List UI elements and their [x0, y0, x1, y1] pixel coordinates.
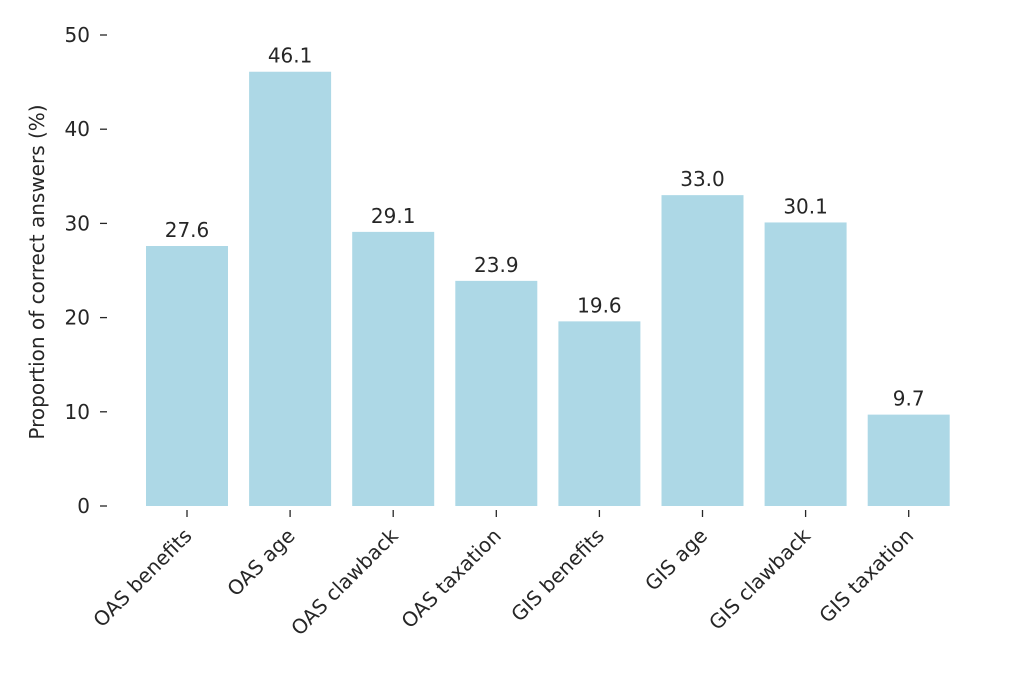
bar-value-label: 30.1 — [783, 194, 828, 218]
y-tick-label: 50 — [65, 23, 90, 47]
x-tick-label: OAS age — [222, 524, 299, 601]
value-labels: 27.6 46.1 29.1 23.9 19.6 33.0 30.1 9.7 — [165, 44, 925, 411]
bar — [455, 280, 538, 506]
x-tick-label: OAS taxation — [396, 524, 505, 633]
x-tick-label: GIS benefits — [506, 524, 609, 627]
y-tick-label: 20 — [65, 306, 90, 330]
y-tick-label: 40 — [65, 117, 90, 141]
bar — [249, 71, 332, 506]
y-tick-label: 0 — [77, 494, 90, 518]
bar — [867, 414, 950, 506]
y-tick-label: 30 — [65, 211, 90, 235]
y-tick-label: 10 — [65, 400, 90, 424]
x-tick-label: GIS taxation — [814, 524, 918, 628]
bar-value-label: 29.1 — [371, 204, 416, 228]
x-tick-label: GIS age — [640, 524, 712, 596]
bar-value-label: 46.1 — [268, 44, 313, 68]
x-tick-label: OAS clawback — [286, 523, 403, 640]
x-tick-label: OAS benefits — [88, 524, 196, 632]
bar-value-label: 9.7 — [893, 387, 925, 411]
y-axis: 0 10 20 30 40 50 — [65, 23, 107, 518]
x-tick-label: GIS clawback — [704, 523, 815, 634]
bar — [558, 321, 641, 506]
y-axis-label: Proportion of correct answers (%) — [25, 104, 49, 439]
bar — [352, 231, 435, 507]
bars — [146, 71, 950, 507]
bar-value-label: 27.6 — [165, 218, 210, 242]
bar-value-label: 33.0 — [680, 167, 725, 191]
bar — [661, 195, 744, 506]
bar-value-label: 19.6 — [577, 293, 622, 317]
bar-value-label: 23.9 — [474, 253, 519, 277]
bar — [764, 222, 847, 506]
bar — [146, 246, 228, 506]
